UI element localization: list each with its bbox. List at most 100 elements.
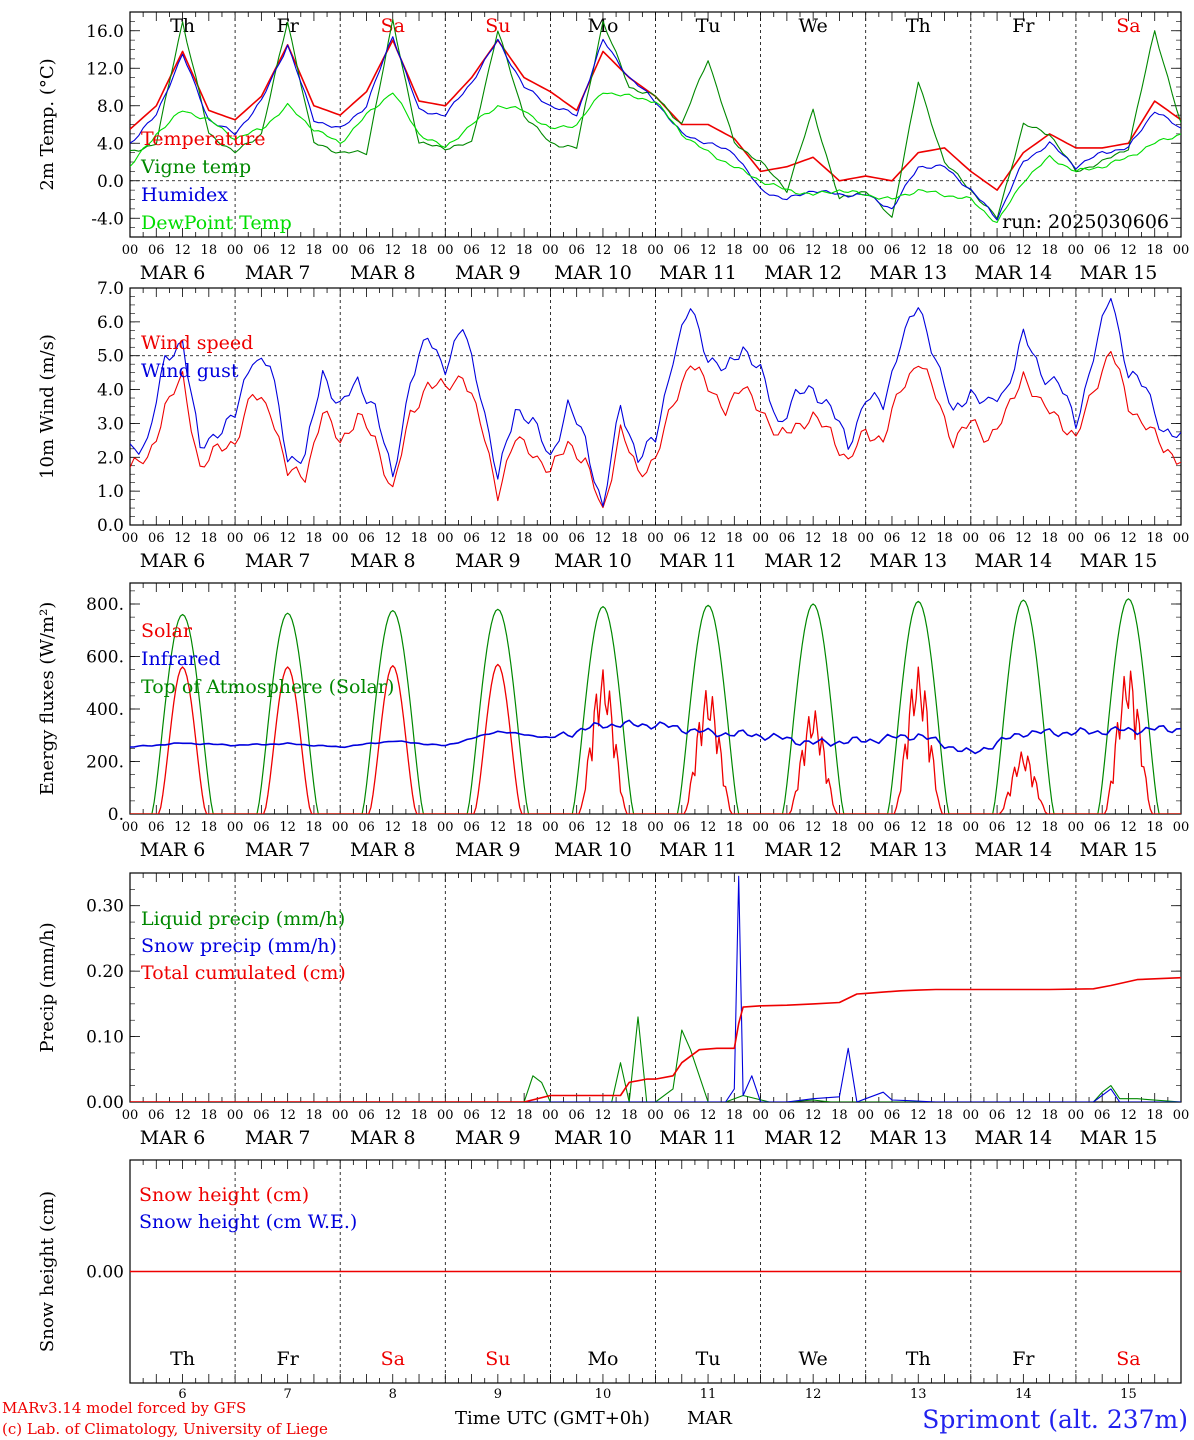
hour-label: 12 [490,1108,507,1123]
hour-label: 12 [595,531,612,546]
hour-label: 00 [963,243,980,258]
hour-label: 00 [1068,820,1085,835]
series-group [130,19,1181,224]
series-snow-precip-mm-h- [130,875,1181,1102]
y-tick-label: 0.30 [86,897,124,917]
date-label: MAR 14 [974,1127,1052,1149]
hour-label: 00 [857,531,874,546]
legend-entry: Total cumulated (cm) [141,962,346,984]
weekday-label: Mo [587,15,618,37]
hour-label: 00 [437,531,454,546]
hour-label: 00 [1068,1108,1085,1123]
y-tick-label: 3.0 [97,414,124,434]
hour-label: 18 [306,531,323,546]
day-number-label: 8 [389,1387,397,1402]
hour-label: 18 [1146,1108,1163,1123]
series-total-cumulated-cm- [130,976,1181,1102]
series-humidex [130,36,1181,221]
series-dewpoint-temp [130,92,1181,224]
y-tick-label: 600. [86,648,124,668]
weekday-label: Mo [587,1348,618,1370]
hour-label: 00 [1068,531,1085,546]
hour-label: 18 [516,531,533,546]
hour-label: 06 [148,820,165,835]
date-label: MAR 9 [455,839,521,861]
hour-label: 18 [1041,820,1058,835]
hour-label: 12 [384,1108,401,1123]
hour-label: 18 [831,531,848,546]
weekday-label: Fr [1012,15,1035,37]
hour-label: 00 [227,1108,244,1123]
y-tick-label: 16.0 [86,22,124,42]
hour-label: 00 [227,820,244,835]
hour-label: 06 [1094,531,1111,546]
date-label: MAR 10 [554,839,632,861]
legend-entry: Wind speed [141,332,253,354]
date-label: MAR 13 [869,262,947,284]
hour-label: 12 [910,1108,927,1123]
hour-label: 00 [332,820,349,835]
day-number-label: 6 [178,1387,186,1402]
y-tick-label: 7.0 [97,279,124,299]
panel-snow: 0.00 Snow height (cm) Th Fr Sa Su Mo Tu We Th Fr Sa… [37,1159,1182,1402]
hour-label: 06 [253,531,270,546]
y-tick-label: 5.0 [97,347,124,367]
hour-label: 18 [1146,531,1163,546]
legend-entry: Liquid precip (mm/h) [141,908,345,930]
hour-label: 18 [1146,243,1163,258]
date-label: MAR 9 [455,262,521,284]
hour-label: 06 [358,1108,375,1123]
hour-label: 18 [1041,531,1058,546]
hour-label: 18 [936,820,953,835]
series-group [130,598,1181,814]
hour-label: 12 [490,531,507,546]
hour-label: 12 [805,243,822,258]
hour-label: 00 [1068,243,1085,258]
hour-label: 06 [148,1108,165,1123]
model-credit: MARv3.14 model forced by GFS [2,1399,246,1417]
hour-label: 12 [700,243,717,258]
hour-label: 12 [1015,531,1032,546]
x-axis-label: Time UTC (GMT+0h) [455,1408,650,1429]
hour-label: 06 [1094,820,1111,835]
date-label: MAR 14 [974,550,1052,572]
date-label: MAR 9 [455,1127,521,1149]
date-label: MAR 12 [764,839,842,861]
hour-label: 12 [490,820,507,835]
hour-label: 00 [963,1108,980,1123]
hour-label: 00 [122,1108,139,1123]
hour-label: 06 [884,243,901,258]
legend-entry: Humidex [141,184,228,206]
hour-label: 18 [1041,1108,1058,1123]
day-number-label: 9 [494,1387,502,1402]
hour-label: 06 [779,820,796,835]
hour-label: 12 [805,531,822,546]
hour-label: 12 [910,243,927,258]
day-number-label: 14 [1015,1387,1032,1402]
hour-label: 06 [1094,243,1111,258]
date-label: MAR 6 [140,262,206,284]
hour-label: 00 [332,531,349,546]
y-axis-label: Precip (mm/h) [37,922,58,1052]
hour-label: 12 [1015,1108,1032,1123]
legend-entry: Infrared [141,648,221,670]
date-label: MAR 15 [1080,262,1158,284]
day-number-label: 12 [805,1387,822,1402]
hour-label: 00 [542,820,559,835]
y-tick-label: 4.0 [97,134,124,154]
weekday-label: We [799,15,828,37]
hour-label: 06 [568,820,585,835]
hour-label: 06 [1094,1108,1111,1123]
chart-legends: Temperature Vigne temp Humidex DewPoint Tem… [139,128,394,1233]
weekday-label: Fr [1012,1348,1035,1370]
hour-label: 00 [437,243,454,258]
series-liquid-precip-mm-h- [130,1016,1181,1102]
hour-label: 00 [752,820,769,835]
hour-label: 12 [384,243,401,258]
date-label: MAR 11 [659,839,737,861]
date-label: MAR 8 [350,550,416,572]
legend-entry: Wind gust [141,360,239,382]
series-toa [130,598,1181,814]
date-label: MAR 11 [659,1127,737,1149]
series-solar [130,663,1181,814]
